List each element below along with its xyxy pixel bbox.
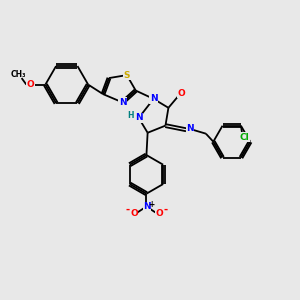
Text: H: H (127, 111, 134, 120)
Text: N: N (186, 124, 194, 133)
Text: Cl: Cl (239, 133, 249, 142)
Text: +: + (149, 200, 155, 209)
Text: N: N (150, 94, 158, 103)
Text: O: O (177, 89, 185, 98)
Text: O: O (155, 209, 163, 218)
Text: S: S (124, 70, 130, 80)
Text: CH₃: CH₃ (10, 70, 26, 79)
Text: N: N (143, 202, 151, 211)
Text: -: - (163, 205, 168, 215)
Text: O: O (130, 209, 138, 218)
Text: O: O (27, 80, 34, 89)
Text: -: - (125, 205, 130, 215)
Text: N: N (119, 98, 127, 107)
Text: N: N (135, 113, 142, 122)
